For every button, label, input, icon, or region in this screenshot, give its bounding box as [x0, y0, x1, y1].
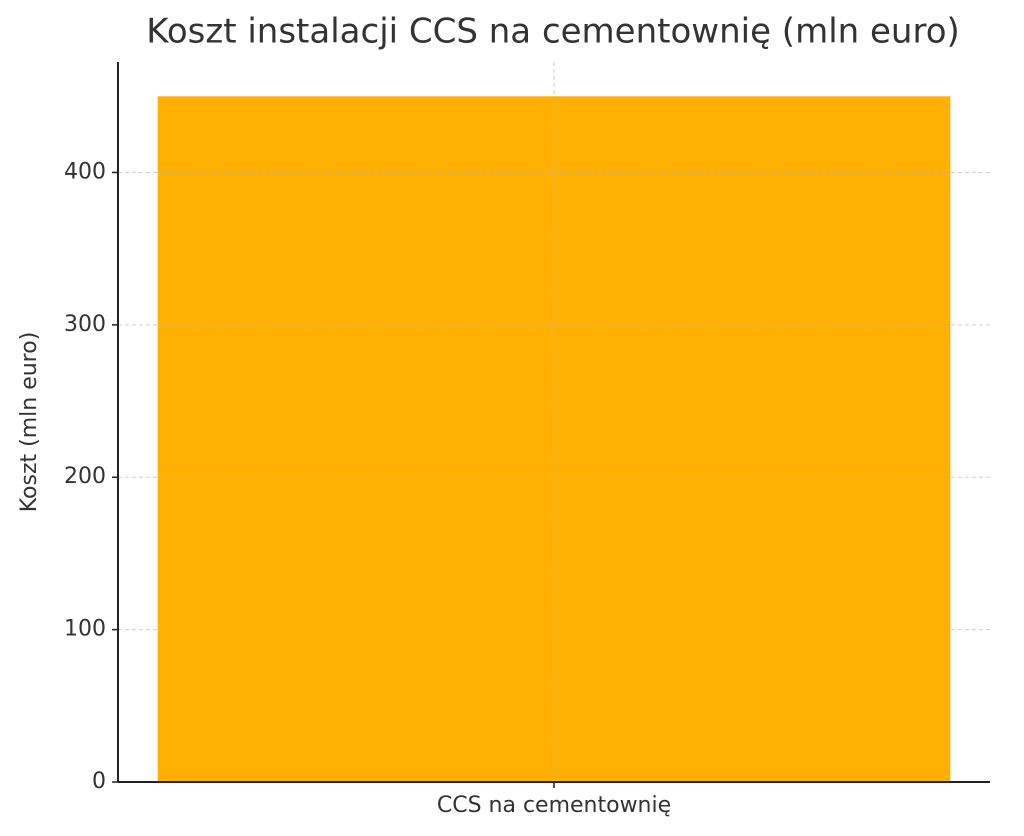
- y-tick-label: 400: [64, 159, 106, 184]
- x-tick-label: CCS na cementownię: [437, 793, 671, 818]
- chart-title: Koszt instalacji CCS na cementownię (mln…: [146, 12, 960, 52]
- y-tick-label: 100: [64, 617, 106, 642]
- y-axis-label: Koszt (mln euro): [17, 332, 42, 513]
- y-tick-label: 300: [64, 312, 106, 337]
- y-tick-label: 0: [92, 769, 106, 794]
- y-tick-label: 200: [64, 464, 106, 489]
